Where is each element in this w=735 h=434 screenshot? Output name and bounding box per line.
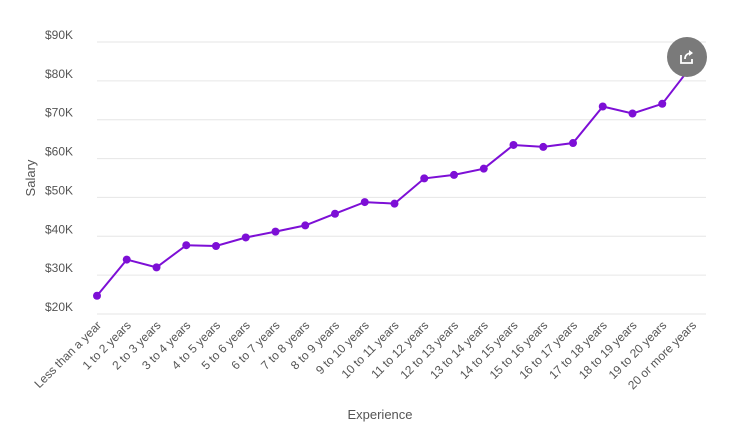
y-tick-label: $90K xyxy=(45,28,73,42)
y-axis-ticks: $20K $30K $40K $50K $60K $70K $80K $90K xyxy=(45,28,73,314)
y-axis-label: Salary xyxy=(23,159,38,196)
data-point[interactable] xyxy=(152,263,161,272)
data-point[interactable] xyxy=(539,142,548,151)
share-button[interactable] xyxy=(667,37,707,77)
data-point[interactable] xyxy=(301,221,310,230)
grid-lines xyxy=(97,41,706,315)
data-point[interactable] xyxy=(598,102,607,111)
data-points xyxy=(93,61,696,300)
data-point[interactable] xyxy=(271,227,280,236)
data-point[interactable] xyxy=(93,291,101,300)
share-icon xyxy=(680,50,693,64)
series-line xyxy=(96,64,693,297)
data-point[interactable] xyxy=(122,255,131,264)
y-tick-label: $60K xyxy=(45,145,73,159)
y-tick-label: $50K xyxy=(45,183,73,197)
data-point[interactable] xyxy=(182,241,191,250)
data-point[interactable] xyxy=(509,140,518,149)
data-point[interactable] xyxy=(241,233,250,242)
data-point[interactable] xyxy=(212,242,220,250)
y-tick-label: $70K xyxy=(45,106,73,120)
data-point[interactable] xyxy=(390,199,399,208)
data-point[interactable] xyxy=(569,139,577,148)
y-tick-label: $40K xyxy=(45,222,73,236)
data-point[interactable] xyxy=(420,174,429,183)
x-axis-label: Experience xyxy=(347,407,412,422)
data-point[interactable] xyxy=(479,164,488,173)
data-point[interactable] xyxy=(331,209,339,218)
data-point[interactable] xyxy=(628,109,637,118)
y-tick-label: $20K xyxy=(45,300,73,314)
y-tick-label: $30K xyxy=(45,261,73,275)
data-point[interactable] xyxy=(450,170,458,179)
data-point[interactable] xyxy=(658,99,667,108)
data-point[interactable] xyxy=(360,198,369,207)
y-tick-label: $80K xyxy=(45,67,73,81)
